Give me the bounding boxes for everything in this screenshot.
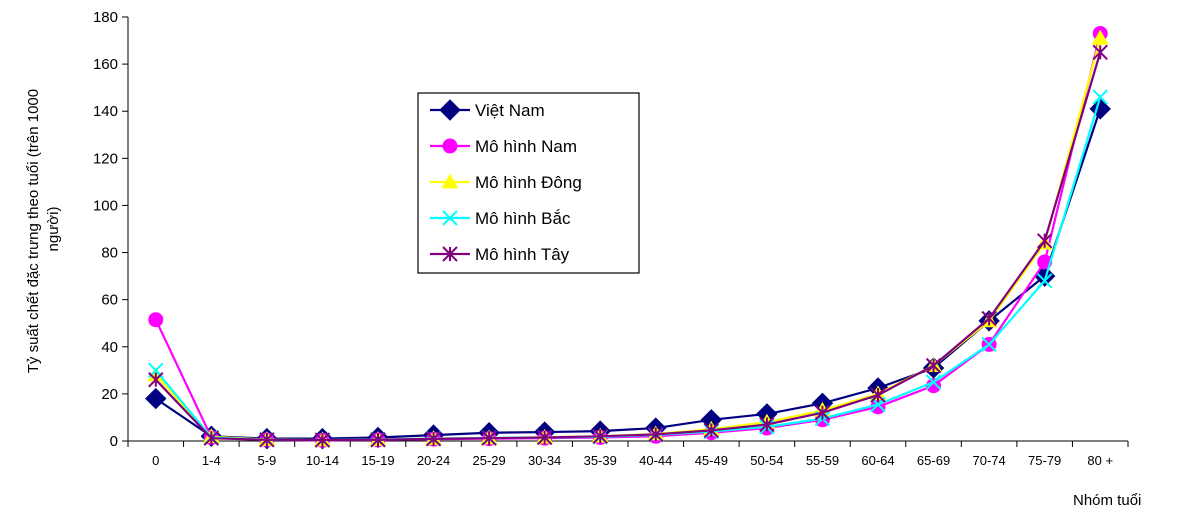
data-point	[981, 336, 997, 353]
data-point	[648, 426, 664, 443]
legend-item: Mô hình Đông	[430, 173, 582, 192]
data-point	[442, 210, 458, 226]
x-tick-label: 50-54	[750, 453, 783, 468]
x-tick-label: 30-34	[528, 453, 561, 468]
legend-item: Việt Nam	[430, 99, 545, 121]
y-tick-layer: 0 20 40 60 80 100 120 140 160 180	[93, 9, 128, 450]
data-point	[925, 357, 942, 374]
data-point	[1092, 89, 1108, 105]
y-tick-label: 80	[101, 245, 118, 262]
x-tick-label: 20-24	[417, 453, 450, 468]
x-tick-label: 35-39	[584, 453, 617, 468]
y-tick-label: 0	[110, 433, 118, 450]
data-point	[536, 429, 553, 446]
x-tick-label: 60-64	[861, 453, 894, 468]
data-point	[442, 246, 458, 262]
x-tick-label: 65-69	[917, 453, 950, 468]
data-point	[148, 372, 164, 388]
y-tick-label: 140	[93, 103, 118, 120]
legend-label: Việt Nam	[475, 101, 545, 120]
data-point	[759, 416, 775, 433]
y-tick-label: 40	[101, 339, 118, 356]
data-point	[1092, 44, 1108, 61]
x-tick-label: 10-14	[306, 453, 339, 468]
x-tick-label: 75-79	[1028, 453, 1061, 468]
legend-item: Mô hình Tây	[430, 245, 570, 264]
data-point	[981, 310, 997, 327]
series-line	[154, 52, 1102, 442]
data-point	[314, 432, 331, 448]
y-tick-label: 160	[93, 56, 118, 73]
data-point	[425, 431, 442, 447]
legend-label: Mô hình Đông	[475, 173, 582, 192]
legend-item: Mô hình Bắc	[430, 209, 571, 228]
legend: Việt Nam Mô hình Nam Mô hình Đông Mô hình B…	[417, 92, 640, 274]
data-point	[925, 374, 942, 390]
y-tick-label: 120	[93, 150, 118, 167]
data-point	[1091, 29, 1109, 45]
data-point	[148, 312, 164, 328]
x-tick-label: 5-9	[257, 453, 276, 468]
data-point	[441, 173, 459, 189]
y-tick-label: 100	[93, 197, 118, 214]
data-point	[592, 428, 608, 444]
data-point	[259, 432, 275, 448]
data-point	[203, 430, 220, 446]
data-point	[481, 430, 497, 446]
data-point	[703, 422, 720, 439]
x-tick-label: 1-4	[202, 453, 221, 468]
x-tick-label: 0	[152, 453, 159, 468]
data-point	[926, 378, 942, 394]
data-point	[814, 405, 831, 421]
series-4	[148, 44, 1108, 448]
x-tick-label: 55-59	[806, 453, 839, 468]
x-tick-label: 25-29	[472, 453, 505, 468]
x-tick-label: 15-19	[361, 453, 394, 468]
legend-label: Mô hình Nam	[475, 137, 577, 156]
y-axis-label-line1: Tỷ suất chết đặc trưng theo tuổi (trên 1…	[25, 89, 42, 373]
x-tick-label: 40-44	[639, 453, 672, 468]
data-point	[1036, 233, 1053, 249]
y-tick-label: 180	[93, 9, 118, 26]
x-tick-label: 70-74	[972, 453, 1005, 468]
legend-label: Mô hình Tây	[475, 245, 570, 264]
data-point	[442, 138, 458, 154]
legend-items: Việt Nam Mô hình Nam Mô hình Đông Mô hình B…	[430, 99, 582, 264]
y-axis-label: Tỷ suất chết đặc trưng theo tuổi (trên 1…	[25, 85, 62, 374]
data-point	[145, 387, 167, 410]
data-point	[439, 99, 461, 121]
legend-label: Mô hình Bắc	[475, 209, 571, 228]
x-tick-label: 80 +	[1087, 453, 1113, 468]
data-point	[870, 387, 886, 403]
x-tick-layer: 0 1-4 5-9 10-14 15-19 20-24 25-29 30-34 35-39 40-…	[127, 441, 1129, 468]
data-point	[370, 432, 386, 448]
x-axis-label: Nhóm tuổi	[1073, 492, 1141, 509]
y-tick-label: 60	[101, 292, 118, 309]
series-layer	[145, 25, 1111, 450]
legend-item: Mô hình Nam	[430, 137, 577, 156]
data-point	[1089, 98, 1111, 120]
data-point	[1036, 273, 1053, 289]
y-axis-label-line2: người)	[45, 207, 62, 252]
y-tick-label: 20	[101, 386, 118, 403]
x-tick-label: 45-49	[695, 453, 728, 468]
